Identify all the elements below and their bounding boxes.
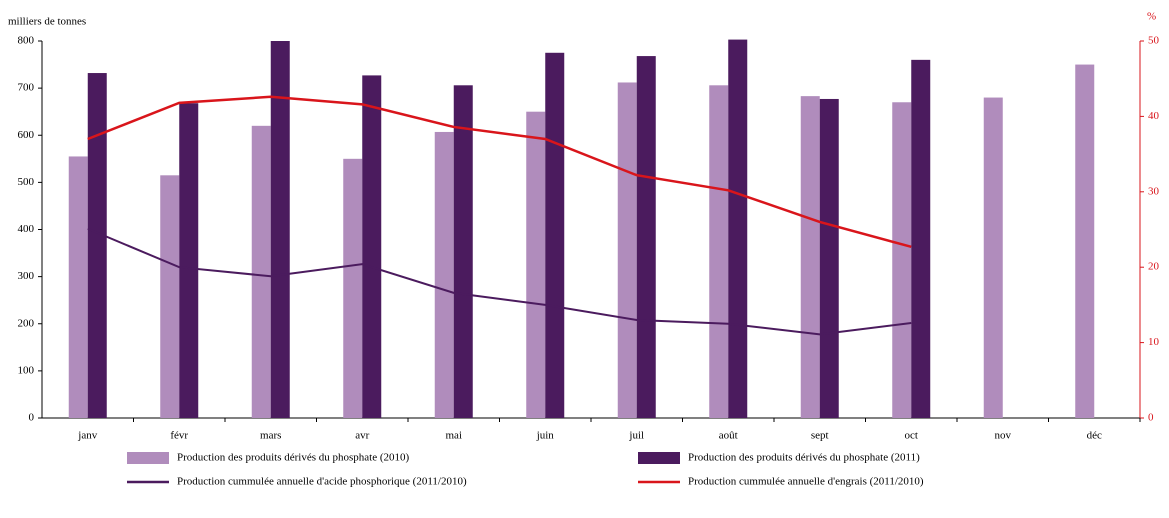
bar: [453, 85, 473, 419]
x-tick-label: oct: [905, 430, 918, 442]
y-tick-label: 700: [18, 82, 35, 94]
x-tick-label: janv: [77, 430, 97, 442]
x-tick-label: août: [719, 430, 738, 442]
y-tick-label: 0: [29, 412, 35, 424]
x-tick-label: déc: [1087, 430, 1102, 442]
bar: [68, 156, 88, 419]
legend-swatch: [127, 452, 169, 464]
y2-tick-label: 0: [1148, 412, 1154, 424]
bar: [160, 175, 180, 418]
y-tick-label: 200: [18, 317, 35, 329]
y2-tick-label: 20: [1148, 261, 1160, 273]
bar: [251, 125, 271, 418]
bar: [434, 131, 454, 419]
bar: [983, 97, 1003, 419]
y-axis-title: milliers de tonnes: [8, 16, 86, 28]
bar: [270, 41, 290, 418]
x-tick-label: juil: [628, 430, 644, 442]
bar: [728, 39, 748, 419]
bar: [617, 82, 637, 418]
bar: [800, 96, 820, 418]
y-tick-label: 100: [18, 364, 35, 376]
y2-axis-title: %: [1147, 11, 1156, 23]
legend-label: Production cummulée annuelle d'engrais (…: [688, 476, 924, 488]
bar: [362, 75, 382, 419]
x-tick-label: nov: [995, 430, 1012, 442]
x-tick-label: mars: [260, 430, 281, 442]
bar: [892, 102, 912, 418]
bar: [179, 103, 199, 418]
bar: [819, 98, 839, 419]
bar: [1075, 64, 1095, 418]
bar: [526, 111, 546, 418]
y-tick-label: 500: [18, 176, 35, 188]
bar: [709, 85, 729, 419]
line: [87, 227, 912, 336]
y2-tick-label: 30: [1148, 185, 1160, 197]
y-tick-label: 600: [18, 129, 35, 141]
line: [87, 95, 912, 249]
bar: [87, 73, 107, 419]
x-tick-label: sept: [811, 430, 829, 442]
y2-tick-label: 10: [1148, 336, 1160, 348]
x-tick-label: juin: [536, 430, 555, 442]
bar: [545, 52, 565, 418]
y-tick-label: 400: [18, 223, 35, 235]
legend-label: Production des produits dérivés du phosp…: [688, 452, 920, 464]
y2-tick-label: 40: [1148, 110, 1160, 122]
x-tick-label: mai: [446, 430, 463, 442]
y-tick-label: 800: [18, 35, 35, 47]
y-tick-label: 300: [18, 270, 35, 282]
bar: [343, 158, 363, 418]
x-tick-label: févr: [170, 430, 188, 442]
legend-swatch: [638, 452, 680, 464]
bar: [636, 56, 656, 418]
legend-label: Production des produits dérivés du phosp…: [177, 452, 410, 464]
legend-label: Production cummulée annuelle d'acide pho…: [177, 476, 467, 488]
y2-tick-label: 50: [1148, 35, 1160, 47]
x-tick-label: avr: [355, 430, 369, 442]
bar: [911, 59, 931, 418]
